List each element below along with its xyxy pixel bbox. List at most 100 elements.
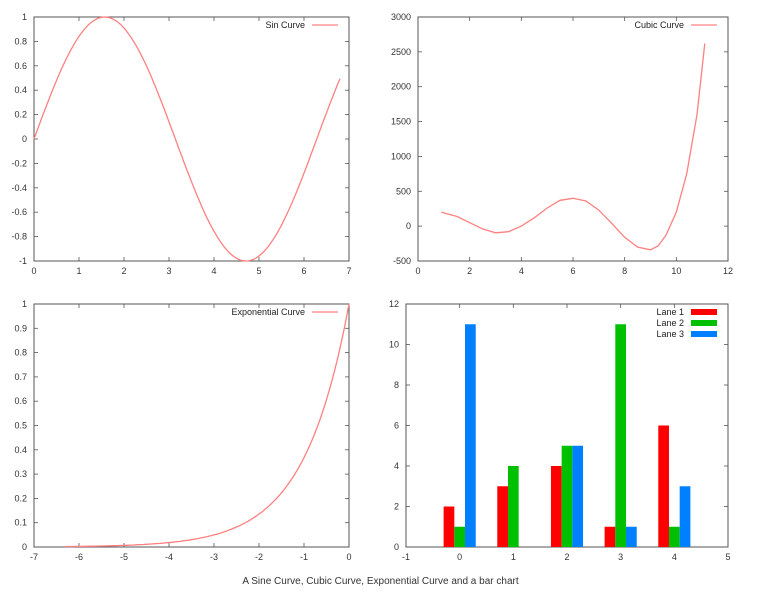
- y-tick-label: -1: [19, 256, 27, 266]
- bar: [550, 466, 562, 547]
- bar: [572, 445, 584, 547]
- y-tick-label: 0.3: [14, 469, 27, 479]
- y-tick-label: 0: [406, 221, 411, 231]
- figure: 0 1 2 3 4 5 6 7-1-0.8-0.6-0.4-0.200.20.40.60.81…: [11, 12, 733, 562]
- x-tick-label: 4: [672, 552, 677, 562]
- series-line: [65, 303, 350, 548]
- y-tick-label: 1: [22, 12, 27, 22]
- y-tick-label: 6: [394, 421, 399, 431]
- y-tick-label: 0: [22, 542, 27, 552]
- bar: [679, 486, 691, 547]
- x-tick-label: 3: [166, 266, 171, 276]
- y-tick-label: -0.8: [11, 232, 27, 242]
- y-tick-label: 3000: [391, 12, 411, 22]
- x-tick-label: 0: [457, 552, 462, 562]
- y-tick-label: 2500: [391, 47, 411, 57]
- x-tick-label: 8: [622, 266, 627, 276]
- y-tick-label: 0.2: [14, 110, 27, 120]
- x-tick-label: 2: [564, 552, 569, 562]
- bar: [497, 486, 508, 547]
- plot-frame: [33, 16, 350, 262]
- chart-3: -7 -6 -5 -4 -3 -2 -1 0 0 0.1 0.2 0.3 0.4 0.5 0.6 0.7 0.8…: [14, 299, 351, 562]
- bar: [561, 445, 573, 547]
- bar: [443, 506, 455, 547]
- y-tick-label: 10: [389, 340, 399, 350]
- x-tick-label: -1: [300, 552, 308, 562]
- x-tick-label: -5: [120, 552, 128, 562]
- y-tick-label: 0: [22, 134, 27, 144]
- chart-1: 0 1 2 3 4 5 6 7 -1 -0.8 -0.6 -0.4 -0.2 0 0.2 0.4 0.6 0.8 1…: [11, 12, 351, 276]
- y-tick-label: 1: [22, 299, 27, 309]
- y-tick-label: 1000: [391, 151, 411, 161]
- y-tick-label: 0.4: [14, 85, 27, 95]
- x-tick-label: 4: [519, 266, 524, 276]
- legend-label: Lane 2: [656, 318, 684, 328]
- y-tick-label: 0.6: [14, 396, 27, 406]
- x-tick-label: -6: [75, 552, 83, 562]
- bar: [615, 324, 627, 547]
- bar: [507, 466, 519, 547]
- x-tick-label: 6: [570, 266, 575, 276]
- y-tick-label: 0.7: [14, 372, 27, 382]
- y-tick-label: 0.2: [14, 493, 27, 503]
- legend-label: Sin Curve: [265, 20, 305, 30]
- y-tick-label: 2000: [391, 82, 411, 92]
- y-tick-label: 0.9: [14, 323, 27, 333]
- y-tick-label: 1500: [391, 117, 411, 127]
- y-tick-label: 0.4: [14, 445, 27, 455]
- x-tick-label: 6: [301, 266, 306, 276]
- y-tick-label: 0.5: [14, 421, 27, 431]
- x-tick-label: 1: [76, 266, 81, 276]
- bar: [465, 324, 476, 547]
- bar: [604, 526, 616, 547]
- y-tick-label: 0: [394, 542, 399, 552]
- y-tick-label: 0.6: [14, 61, 27, 71]
- x-tick-label: 3: [618, 552, 623, 562]
- x-tick-label: -1: [402, 552, 410, 562]
- y-tick-label: 0.1: [14, 518, 27, 528]
- y-tick-label: 0.8: [14, 348, 27, 358]
- x-tick-label: -2: [255, 552, 263, 562]
- x-tick-label: 2: [121, 266, 126, 276]
- y-tick-label: -0.4: [11, 183, 27, 193]
- x-tick-label: 0: [31, 266, 36, 276]
- x-tick-label: 0: [346, 552, 351, 562]
- bar: [668, 526, 680, 547]
- legend-label: Lane 1: [656, 307, 684, 317]
- x-tick-label: 4: [211, 266, 216, 276]
- x-tick-label: 5: [256, 266, 261, 276]
- x-tick-label: 0: [415, 266, 420, 276]
- x-tick-label: 7: [346, 266, 351, 276]
- x-tick-label: 1: [511, 552, 516, 562]
- y-tick-label: -0.6: [11, 207, 27, 217]
- series-line: [33, 16, 341, 262]
- x-tick-label: -3: [210, 552, 218, 562]
- bar: [454, 526, 466, 547]
- x-tick-label: -7: [30, 552, 38, 562]
- legend-label: Cubic Curve: [634, 20, 684, 30]
- y-tick-label: 0.8: [14, 36, 27, 46]
- plot-frame: [33, 303, 350, 548]
- x-tick-label: 12: [723, 266, 733, 276]
- chart-2: 0 2 4 6 8 10 12 -500 0 500 1000 1500 2000 2500 3000 Cub…: [391, 12, 733, 276]
- y-tick-label: 500: [396, 186, 411, 196]
- y-tick-label: 8: [394, 380, 399, 390]
- y-tick-label: -500: [393, 256, 411, 266]
- legend-swatch: [691, 331, 717, 337]
- x-tick-label: 10: [671, 266, 681, 276]
- x-tick-label: -4: [165, 552, 173, 562]
- y-tick-label: -0.2: [11, 158, 27, 168]
- series-line: [441, 43, 706, 251]
- x-tick-label: 5: [725, 552, 730, 562]
- y-tick-label: 4: [394, 461, 399, 471]
- legend-label: Lane 3: [656, 329, 684, 339]
- x-tick-label: 2: [467, 266, 472, 276]
- legend-swatch: [691, 309, 717, 315]
- caption: A Sine Curve, Cubic Curve, Exponential C…: [242, 576, 519, 587]
- y-tick-label: 12: [389, 299, 399, 309]
- y-tick-label: 2: [394, 502, 399, 512]
- legend-swatch: [691, 320, 717, 326]
- plot-frame: [417, 16, 729, 262]
- bar: [658, 425, 669, 547]
